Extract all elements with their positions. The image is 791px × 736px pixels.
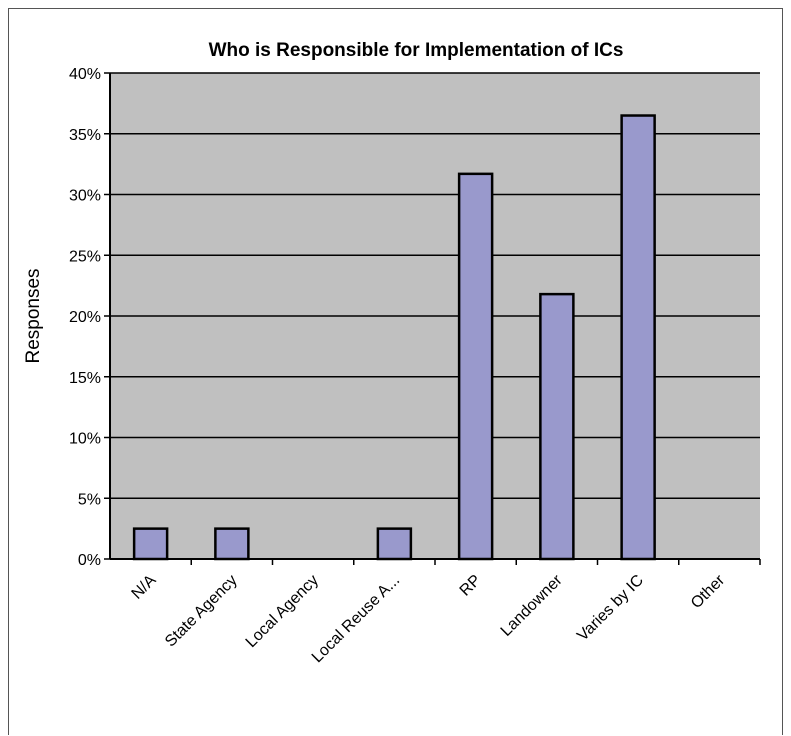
bar: [539, 292, 575, 561]
x-tick-label: RP: [457, 572, 485, 600]
x-tick-label: Landowner: [498, 571, 566, 639]
bar-chart: Who is Responsible for Implementation of…: [23, 40, 761, 666]
x-tick-label: Varies by IC: [574, 572, 647, 645]
y-tick-label: 15%: [69, 370, 101, 387]
y-tick-label: 5%: [78, 491, 101, 508]
chart-frame: Who is Responsible for Implementation of…: [8, 8, 783, 735]
y-axis-label: Responses: [23, 268, 44, 363]
bar: [376, 527, 413, 561]
bar: [457, 172, 494, 561]
y-tick-labels: 0% 5% 10% 15% 20% 25% 30% 35% 40%: [69, 66, 101, 569]
x-tick-label: Local Agency: [243, 572, 322, 651]
y-tick-label: 0%: [78, 552, 101, 569]
y-tick-label: 20%: [69, 309, 101, 326]
x-tick-label: Local Reuse A...: [309, 572, 403, 666]
chart-title: Who is Responsible for Implementation of…: [209, 40, 624, 61]
bar: [620, 114, 656, 561]
y-tick-label: 25%: [69, 248, 101, 265]
bars: [132, 114, 656, 561]
y-tick-label: 40%: [69, 66, 101, 83]
bar: [214, 527, 250, 561]
x-tick-label: N/A: [129, 572, 160, 603]
y-tick-label: 10%: [69, 431, 101, 448]
x-tick-label: State Agency: [162, 572, 241, 651]
y-tick-label: 35%: [69, 127, 101, 144]
x-tick-label: Other: [688, 571, 729, 612]
y-tick-label: 30%: [69, 188, 101, 205]
bar: [132, 527, 169, 561]
